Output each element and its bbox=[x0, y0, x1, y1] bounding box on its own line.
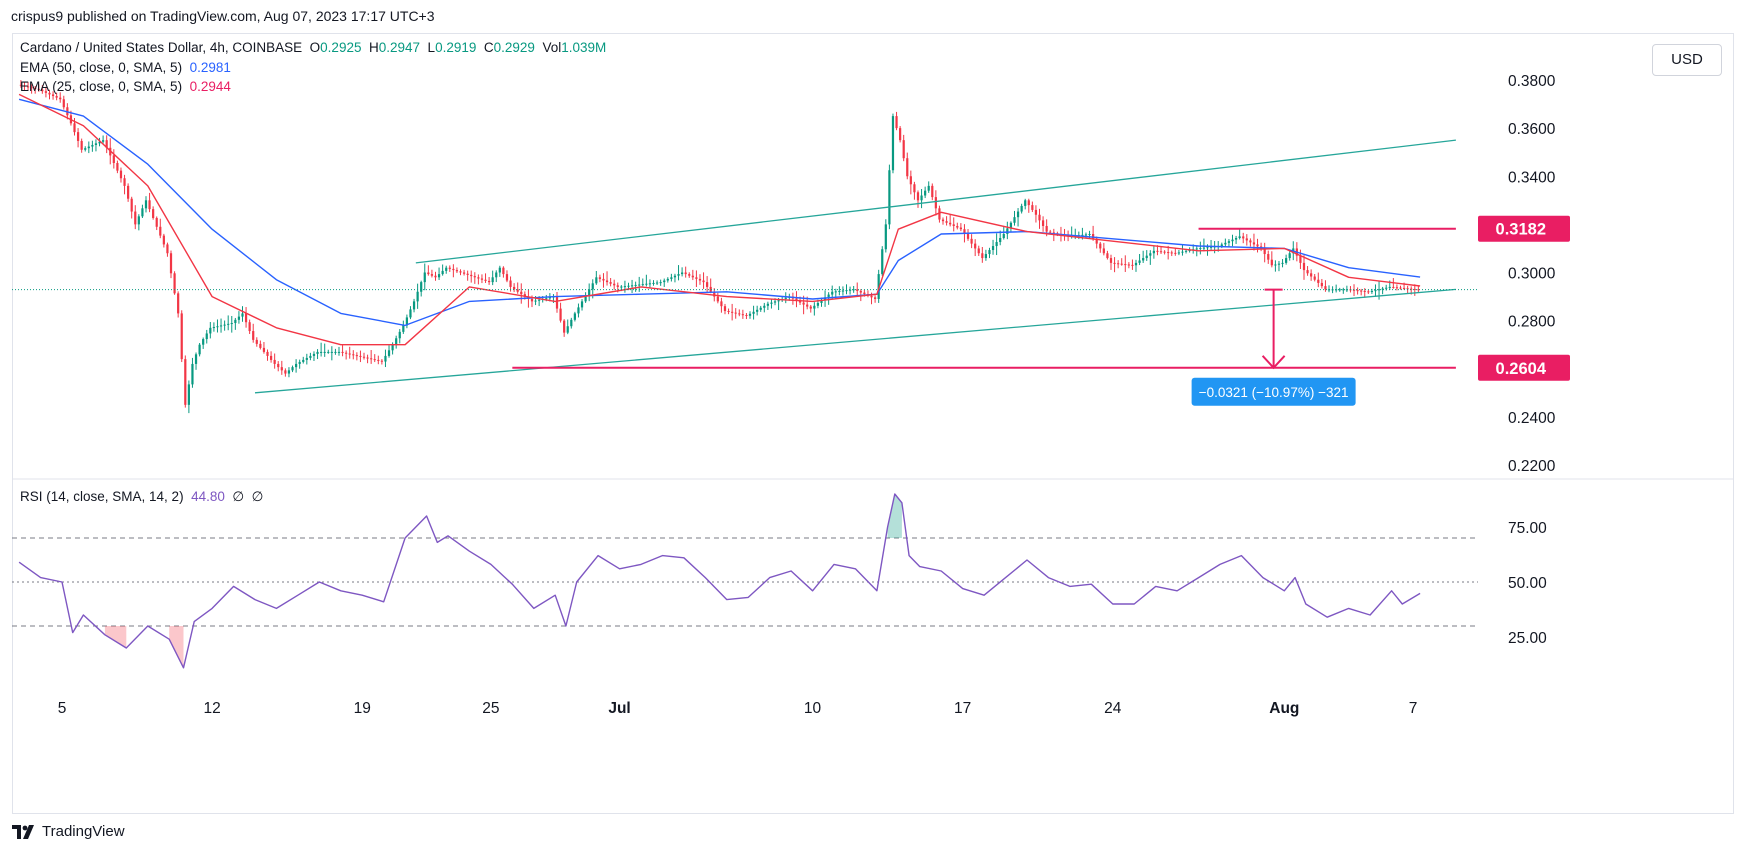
open-value: 0.2925 bbox=[320, 40, 362, 55]
chart-frame bbox=[12, 33, 1734, 814]
ema50-legend[interactable]: EMA (50, close, 0, SMA, 5) 0.2981 bbox=[20, 60, 231, 75]
volume-label: Vol bbox=[542, 40, 562, 55]
currency-button[interactable]: USD bbox=[1652, 44, 1722, 76]
high-label: H bbox=[368, 40, 379, 55]
low-label: L bbox=[427, 40, 436, 55]
close-value: 0.2929 bbox=[493, 40, 535, 55]
publisher-line: crispus9 published on TradingView.com, A… bbox=[11, 8, 435, 24]
symbol-name: Cardano / United States Dollar, 4h, COIN… bbox=[20, 40, 303, 55]
rsi-extra-2: ∅ bbox=[251, 489, 264, 504]
ema25-legend[interactable]: EMA (25, close, 0, SMA, 5) 0.2944 bbox=[20, 79, 231, 94]
tradingview-logo-icon bbox=[12, 824, 34, 839]
high-value: 0.2947 bbox=[378, 40, 421, 55]
ema50-value: 0.2981 bbox=[189, 60, 231, 75]
close-label: C bbox=[483, 40, 494, 55]
ema50-label: EMA (50, close, 0, SMA, 5) bbox=[20, 60, 183, 75]
volume-value: 1.039M bbox=[561, 40, 607, 55]
rsi-label: RSI (14, close, SMA, 14, 2) bbox=[20, 489, 184, 504]
open-label: O bbox=[309, 40, 321, 55]
rsi-extra-1: ∅ bbox=[232, 489, 245, 504]
rsi-value: 44.80 bbox=[191, 489, 225, 504]
rsi-legend[interactable]: RSI (14, close, SMA, 14, 2) 44.80 ∅ ∅ bbox=[20, 489, 263, 505]
low-value: 0.2919 bbox=[435, 40, 477, 55]
ema25-value: 0.2944 bbox=[189, 79, 231, 94]
symbol-legend: Cardano / United States Dollar, 4h, COIN… bbox=[20, 40, 606, 55]
footer-brand[interactable]: TradingView bbox=[12, 823, 125, 840]
footer-brand-label: TradingView bbox=[42, 823, 125, 840]
ema25-label: EMA (25, close, 0, SMA, 5) bbox=[20, 79, 183, 94]
